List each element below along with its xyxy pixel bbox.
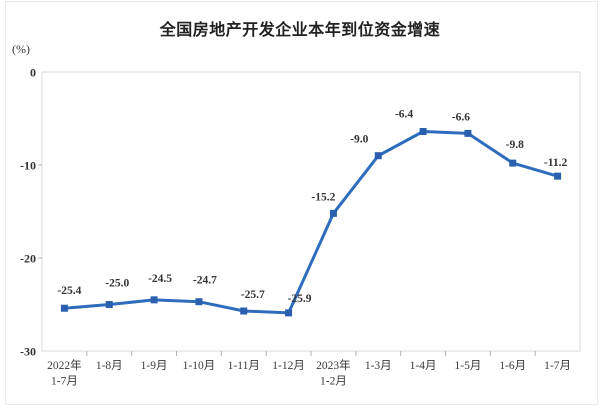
data-point-marker — [240, 307, 248, 315]
x-axis-category-label: 1-11月 — [228, 360, 260, 372]
data-point-label: -6.6 — [452, 111, 470, 123]
data-point-label: -9.0 — [350, 134, 368, 146]
data-point-label: -11.2 — [544, 157, 568, 169]
data-point-label: -25.9 — [288, 293, 312, 305]
data-point-label: -24.5 — [148, 273, 172, 285]
data-point-marker — [329, 209, 337, 217]
x-axis-category-label: 1-3月 — [365, 360, 392, 372]
data-point-marker — [554, 172, 562, 180]
data-point-marker — [374, 152, 382, 160]
data-point-label: -6.4 — [395, 109, 413, 121]
x-axis-category-label: 1-4月 — [410, 360, 437, 372]
x-axis-category-label: 1-10月 — [183, 360, 216, 372]
data-point-marker — [195, 298, 203, 306]
x-axis-category-label: 1-7月 — [544, 360, 571, 372]
x-axis-category-label: 1-8月 — [96, 360, 123, 372]
data-point-label: -25.4 — [57, 285, 81, 297]
data-point-label: -24.7 — [193, 275, 217, 287]
y-axis-tick-label: -20 — [20, 252, 36, 266]
data-point-marker — [419, 128, 427, 136]
chart-image-frame — [5, 1, 598, 405]
data-point-marker — [464, 129, 472, 137]
y-axis-tick-label: -10 — [20, 159, 36, 173]
data-point-label: -25.0 — [105, 278, 129, 290]
x-axis-category-label: 1-6月 — [499, 360, 526, 372]
y-axis-tick-label: 0 — [30, 66, 36, 80]
x-axis-category-label: 1-5月 — [454, 360, 481, 372]
data-point-marker — [285, 309, 293, 317]
data-point-marker — [60, 304, 68, 312]
y-axis-tick-label: -30 — [20, 345, 36, 359]
data-point-marker — [150, 296, 158, 304]
x-axis-category-label: 2023年 1-2月 — [316, 358, 351, 388]
y-axis-unit-label: (%) — [12, 42, 30, 56]
plot-area-border — [41, 71, 581, 352]
x-axis-category-label: 1-9月 — [141, 360, 168, 372]
data-point-label: -9.8 — [506, 139, 524, 151]
x-axis-category-label: 1-12月 — [272, 360, 305, 372]
data-point-marker — [105, 301, 113, 308]
x-axis-category-label: 2022年 1-7月 — [47, 358, 82, 388]
data-point-marker — [509, 159, 517, 167]
data-point-label: -25.7 — [241, 289, 265, 301]
chart-title: 全国房地产开发企业本年到位资金增速 — [159, 22, 441, 39]
line-series — [62, 130, 560, 315]
data-point-label: -15.2 — [311, 191, 335, 203]
